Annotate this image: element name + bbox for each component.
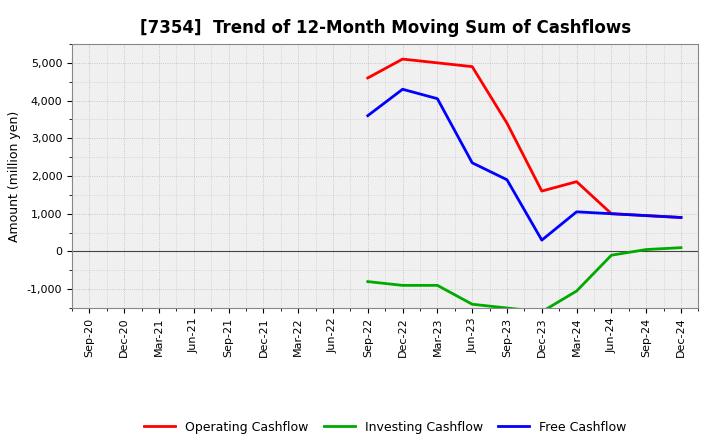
Free Cashflow <box>398 87 407 92</box>
Investing Cashflow <box>503 305 511 311</box>
Operating Cashflow <box>398 56 407 62</box>
Operating Cashflow <box>433 60 442 66</box>
Operating Cashflow <box>468 64 477 69</box>
Line: Operating Cashflow: Operating Cashflow <box>368 59 681 217</box>
Free Cashflow <box>572 209 581 214</box>
Operating Cashflow <box>642 213 651 218</box>
Free Cashflow <box>677 215 685 220</box>
Free Cashflow <box>607 211 616 216</box>
Operating Cashflow <box>607 211 616 216</box>
Operating Cashflow <box>537 188 546 194</box>
Investing Cashflow <box>537 309 546 315</box>
Free Cashflow <box>468 160 477 165</box>
Legend: Operating Cashflow, Investing Cashflow, Free Cashflow: Operating Cashflow, Investing Cashflow, … <box>139 416 631 439</box>
Free Cashflow <box>642 213 651 218</box>
Operating Cashflow <box>364 75 372 81</box>
Line: Free Cashflow: Free Cashflow <box>368 89 681 240</box>
Operating Cashflow <box>677 215 685 220</box>
Investing Cashflow <box>398 283 407 288</box>
Investing Cashflow <box>468 301 477 307</box>
Investing Cashflow <box>607 253 616 258</box>
Title: [7354]  Trend of 12-Month Moving Sum of Cashflows: [7354] Trend of 12-Month Moving Sum of C… <box>140 19 631 37</box>
Investing Cashflow <box>677 245 685 250</box>
Y-axis label: Amount (million yen): Amount (million yen) <box>8 110 21 242</box>
Operating Cashflow <box>572 179 581 184</box>
Line: Investing Cashflow: Investing Cashflow <box>368 248 681 312</box>
Investing Cashflow <box>364 279 372 284</box>
Investing Cashflow <box>642 247 651 252</box>
Free Cashflow <box>503 177 511 183</box>
Free Cashflow <box>537 238 546 243</box>
Investing Cashflow <box>433 283 442 288</box>
Free Cashflow <box>364 113 372 118</box>
Operating Cashflow <box>503 121 511 126</box>
Free Cashflow <box>433 96 442 101</box>
Investing Cashflow <box>572 288 581 293</box>
